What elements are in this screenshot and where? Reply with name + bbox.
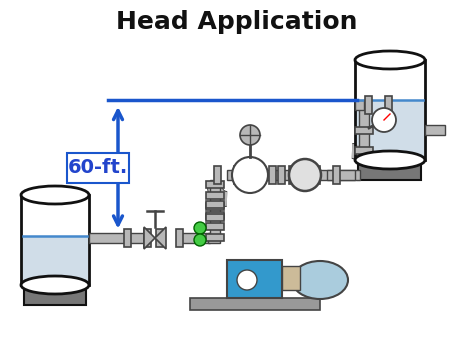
Bar [365,96,373,114]
Bar [210,180,220,238]
Bar [227,170,360,180]
Polygon shape [144,227,155,249]
Circle shape [372,108,396,132]
Bar [208,233,220,243]
Bar [358,162,421,180]
Ellipse shape [355,51,425,69]
Bar [356,100,424,160]
Bar [206,234,224,240]
Bar [206,202,224,210]
Bar [190,298,320,310]
Bar [334,166,340,184]
Bar [21,195,89,285]
Bar [156,229,164,247]
Bar [206,200,224,207]
Circle shape [194,234,206,246]
Bar [206,211,224,218]
Circle shape [194,222,206,234]
Bar [206,213,224,221]
Bar [22,235,88,285]
Bar [355,147,373,154]
Ellipse shape [21,276,89,294]
Bar [282,266,300,290]
Ellipse shape [355,151,425,169]
Circle shape [240,125,260,145]
Bar [176,229,183,247]
Bar [178,233,210,243]
Bar [425,125,445,135]
FancyBboxPatch shape [67,153,129,183]
Bar [206,192,224,199]
Text: 60-ft.: 60-ft. [68,158,128,177]
Text: Head Application: Head Application [116,10,358,34]
Bar [235,166,241,184]
Circle shape [232,157,268,193]
Bar [125,229,131,247]
Bar [359,103,369,163]
Bar [313,166,320,184]
Bar [89,233,148,243]
Circle shape [237,270,257,290]
Ellipse shape [21,186,89,204]
Circle shape [289,159,321,191]
Bar [258,166,265,184]
Bar [279,166,285,184]
Polygon shape [155,227,166,249]
Bar [24,287,86,305]
Bar [215,166,221,184]
Bar [227,260,282,298]
Bar [206,181,224,188]
Bar [355,100,364,110]
Bar [206,223,224,229]
Bar [327,170,355,180]
Bar [145,229,152,247]
Bar [270,166,276,184]
Bar [355,60,425,160]
Bar [355,126,373,133]
Bar [385,96,392,114]
Ellipse shape [292,261,348,299]
Bar [290,166,297,184]
